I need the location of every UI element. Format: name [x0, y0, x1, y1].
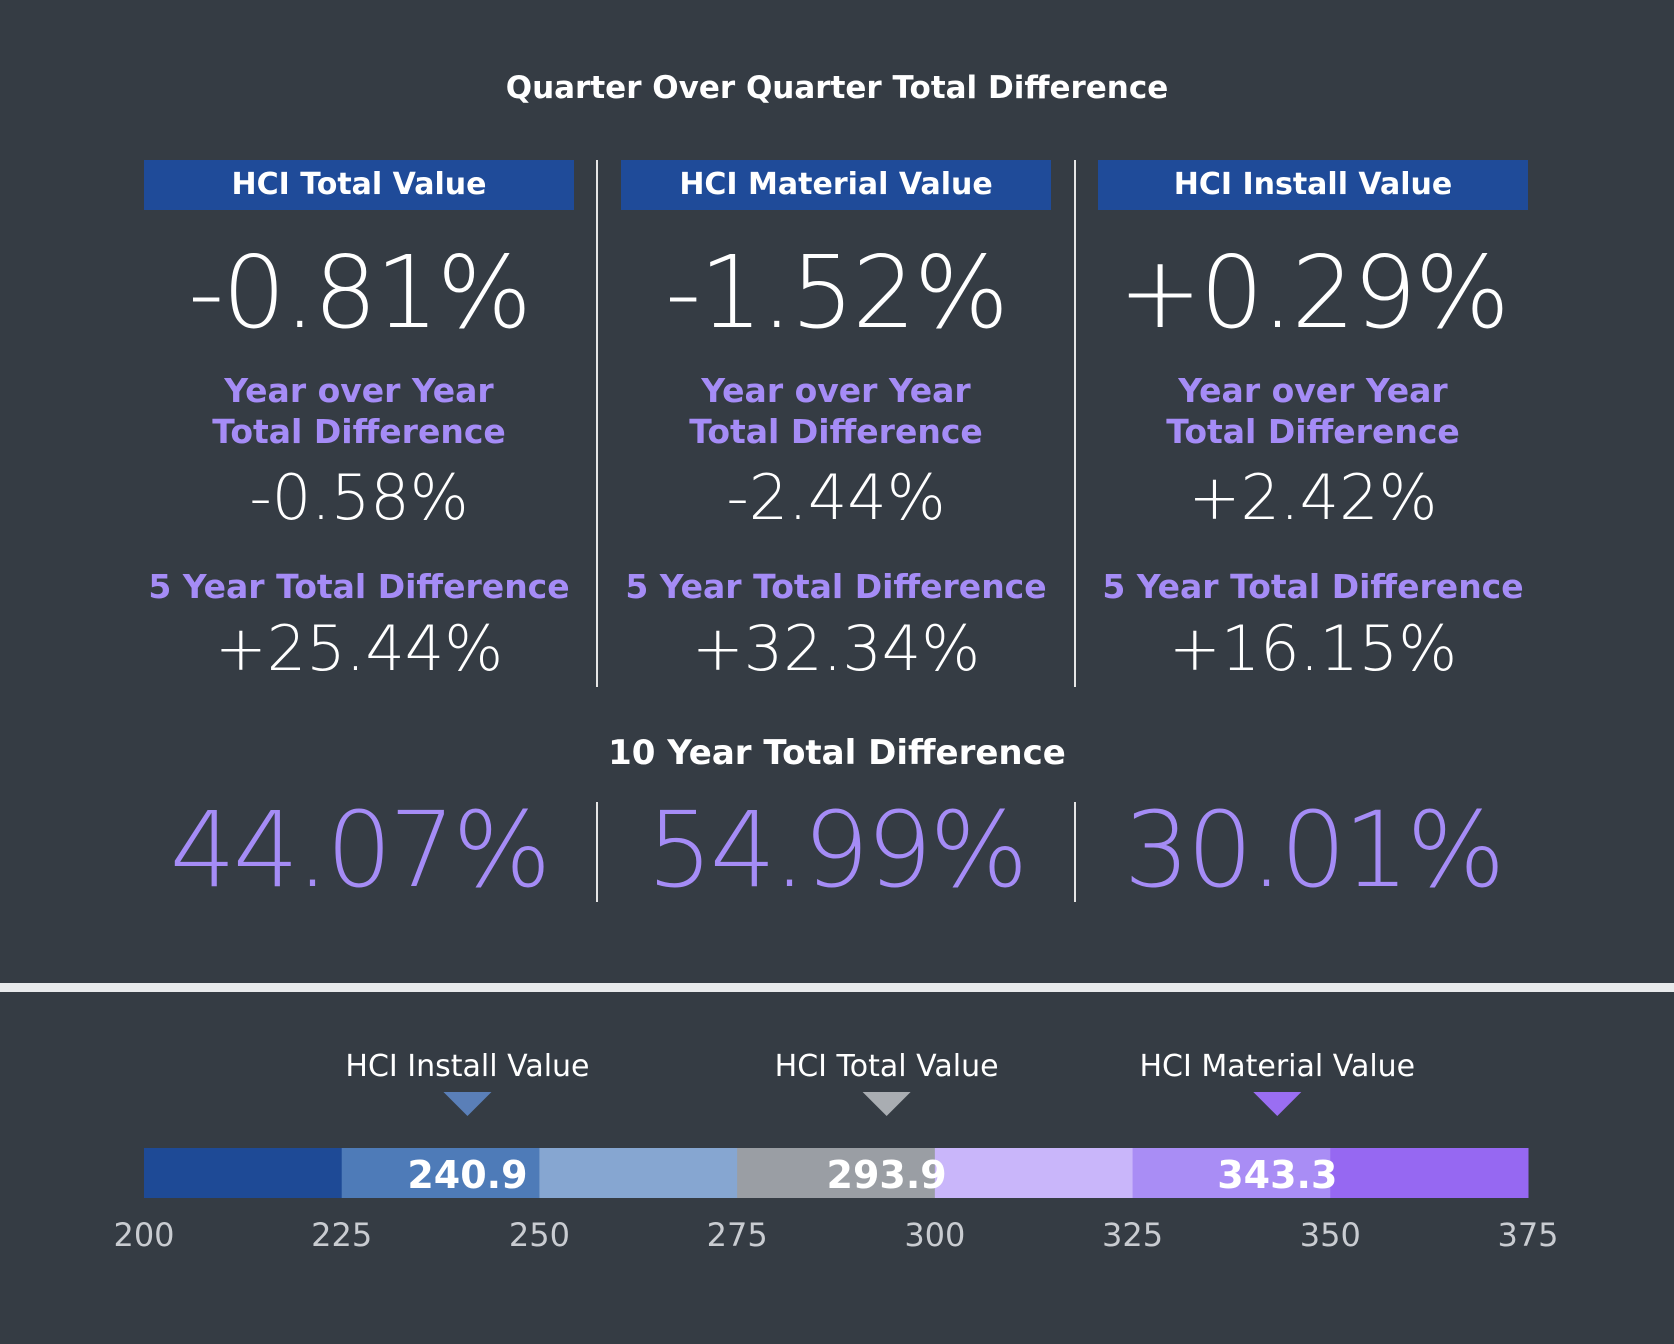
column-material-value: HCI Material Value -1.52% Year over Year…: [621, 160, 1051, 687]
marker-value-label: 240.9: [407, 1153, 527, 1197]
ten-year-divider: [1074, 802, 1076, 902]
tick-label: 200: [113, 1216, 174, 1254]
bar-segment: [737, 1148, 936, 1198]
ten-year-value-total: 44.07%: [169, 789, 552, 911]
ten-year-value-install: 30.01%: [1123, 789, 1506, 911]
five-year-value: +32.34%: [691, 612, 981, 685]
column-header: HCI Material Value: [621, 160, 1051, 210]
five-year-label: 5 Year Total Difference: [148, 567, 570, 606]
marker-value-label: 293.9: [827, 1153, 947, 1197]
bar-segment: [1132, 1148, 1331, 1198]
bar-segment: [341, 1148, 540, 1198]
column-install-value: HCI Install Value +0.29% Year over Year …: [1098, 160, 1528, 687]
tick-label: 250: [509, 1216, 570, 1254]
tick-label: 350: [1300, 1216, 1361, 1254]
marker-name: HCI Install Value: [345, 1049, 589, 1084]
yoy-label: Year over Year Total Difference: [621, 370, 1051, 452]
yoy-label-line-1: Year over Year: [1178, 371, 1448, 410]
section-divider: [0, 983, 1674, 992]
value-range-chart: 200 225 250 275 300 325 350 375 HCI Install Valu…: [113, 1049, 1558, 1254]
yoy-value: +2.42%: [1188, 461, 1438, 534]
bar-segment: [934, 1148, 1134, 1198]
tick-label: 375: [1497, 1216, 1558, 1254]
five-year-value: +16.15%: [1168, 612, 1458, 685]
bar-segment: [1330, 1148, 1529, 1198]
column-total-value: HCI Total Value -0.81% Year over Year To…: [144, 160, 574, 687]
yoy-value: -2.44%: [726, 461, 946, 534]
yoy-label-line-2: Total Difference: [212, 412, 506, 451]
marker-triangle: [862, 1092, 911, 1116]
qoq-value: -1.52%: [665, 234, 1009, 351]
bar-segment: [144, 1148, 343, 1198]
ten-year-divider: [596, 802, 598, 902]
yoy-label-line-1: Year over Year: [224, 371, 494, 410]
column-divider: [1074, 160, 1076, 687]
ten-year-title: 10 Year Total Difference: [608, 733, 1066, 773]
yoy-label-line-1: Year over Year: [701, 371, 971, 410]
five-year-label: 5 Year Total Difference: [1102, 567, 1524, 606]
tick-label: 325: [1102, 1216, 1163, 1254]
yoy-label: Year over Year Total Difference: [144, 370, 574, 452]
marker-value-label: 343.3: [1217, 1153, 1337, 1197]
five-year-label: 5 Year Total Difference: [625, 567, 1047, 606]
ten-year-value-material: 54.99%: [646, 789, 1029, 911]
marker-name: HCI Total Value: [775, 1049, 999, 1084]
column-header: HCI Install Value: [1098, 160, 1528, 210]
column-header: HCI Total Value: [144, 160, 574, 210]
marker-triangle: [1253, 1092, 1302, 1116]
qoq-value: +0.29%: [1118, 234, 1509, 351]
qoq-value: -0.81%: [188, 234, 532, 351]
column-divider: [596, 160, 598, 687]
marker-triangle: [443, 1092, 492, 1116]
five-year-value: +25.44%: [214, 612, 504, 685]
yoy-value: -0.58%: [249, 461, 469, 534]
yoy-label: Year over Year Total Difference: [1098, 370, 1528, 452]
yoy-label-line-2: Total Difference: [689, 412, 983, 451]
marker-name: HCI Material Value: [1139, 1049, 1415, 1084]
bar-segment: [539, 1148, 738, 1198]
page-title: Quarter Over Quarter Total Difference: [505, 70, 1169, 106]
tick-label: 300: [904, 1216, 965, 1254]
yoy-label-line-2: Total Difference: [1166, 412, 1460, 451]
tick-label: 225: [311, 1216, 372, 1254]
tick-label: 275: [707, 1216, 768, 1254]
